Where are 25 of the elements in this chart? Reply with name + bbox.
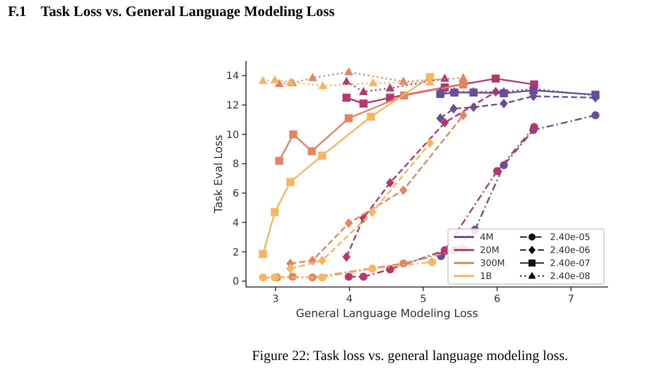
x-tick-label: 6 bbox=[494, 294, 500, 305]
y-tick-label: 12 bbox=[226, 100, 239, 112]
legend-label: 20M bbox=[480, 246, 500, 256]
y-tick-label: 10 bbox=[226, 130, 239, 141]
y-tick-label: 6 bbox=[232, 188, 239, 200]
x-axis-title: General Language Modeling Loss bbox=[296, 307, 478, 320]
annotation: 2.40e-06 bbox=[550, 246, 591, 256]
y-tick-label: 8 bbox=[232, 159, 239, 170]
y-tick-label: 4 bbox=[232, 218, 239, 229]
x-tick-label: 7 bbox=[568, 294, 574, 305]
legend-label: 4M bbox=[480, 233, 494, 244]
annotation: 2.40e-07 bbox=[550, 259, 590, 270]
y-tick-label: 2 bbox=[232, 247, 239, 258]
annotation: 2.40e-08 bbox=[550, 272, 591, 282]
chart-title: F.1 Task Loss vs. General Language Modeling Loss bbox=[8, 4, 335, 20]
x-tick-label: 3 bbox=[272, 294, 279, 305]
legend-label: 300M bbox=[480, 259, 505, 270]
y-tick-label: 0 bbox=[232, 276, 239, 288]
legend-label: 1B bbox=[480, 272, 492, 282]
caption: Figure 22: Task loss vs. general language modeling loss. bbox=[252, 349, 568, 364]
y-axis-title: Task Eval Loss bbox=[212, 134, 225, 214]
x-tick-label: 4 bbox=[346, 294, 353, 305]
x-tick-label: 5 bbox=[420, 294, 426, 305]
y-tick-label: 14 bbox=[226, 71, 239, 82]
annotation: 2.40e-05 bbox=[550, 233, 590, 244]
